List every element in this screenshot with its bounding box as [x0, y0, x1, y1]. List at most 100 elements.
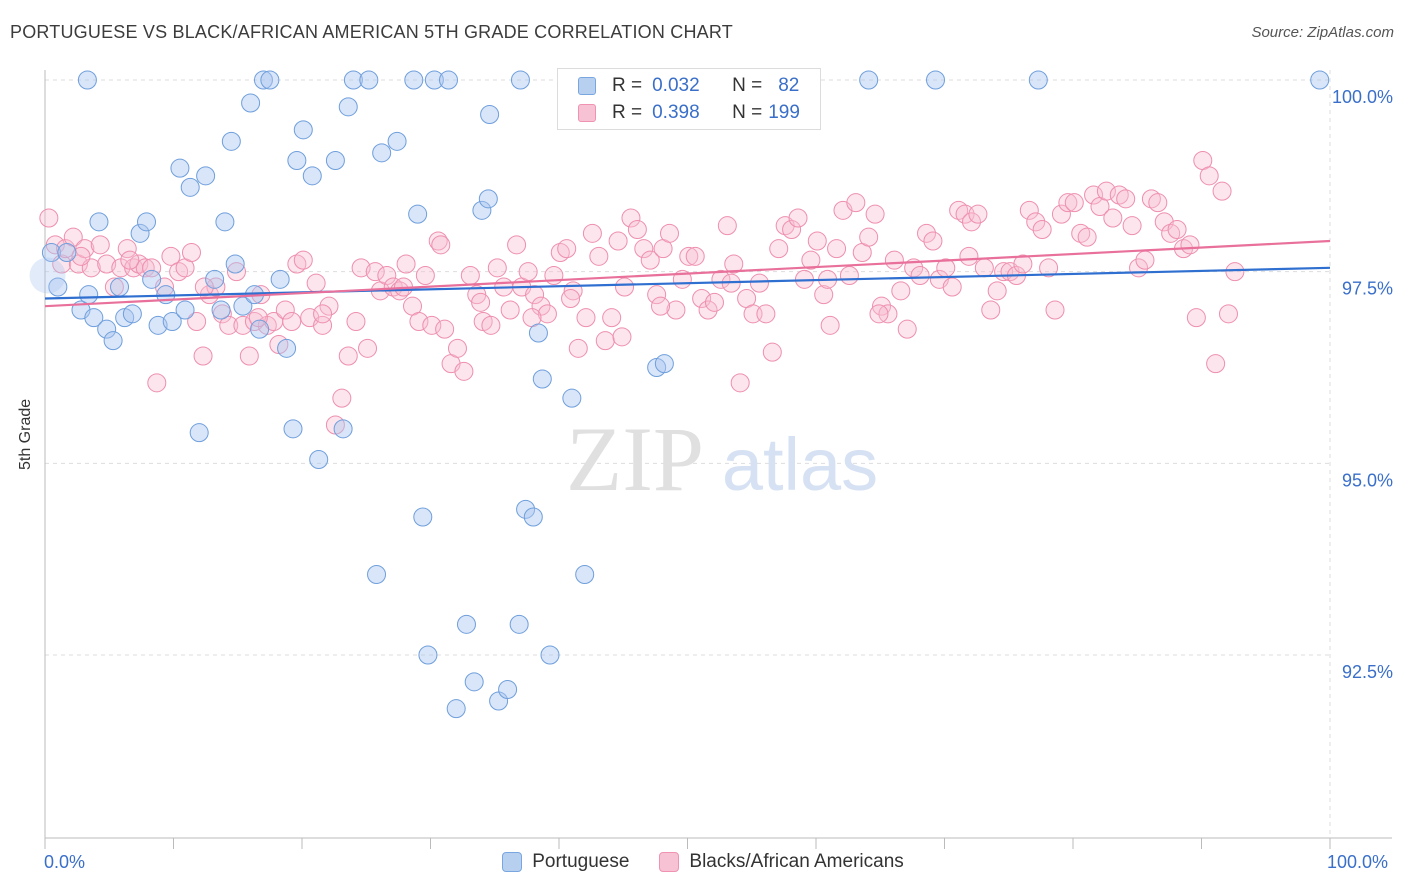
data-point — [196, 166, 216, 186]
data-point — [325, 151, 345, 170]
data-point — [460, 266, 480, 285]
data-point — [293, 250, 313, 270]
legend-label-portuguese: Portuguese — [532, 851, 630, 872]
data-point — [446, 699, 466, 719]
legend-swatch-blacks — [578, 104, 596, 122]
trend-line-1 — [44, 239, 1331, 308]
data-point — [306, 273, 326, 293]
data-point — [544, 266, 564, 285]
data-point — [471, 292, 491, 312]
legend-r-value: 0.032 — [652, 75, 700, 96]
data-point — [974, 258, 994, 278]
data-point — [193, 346, 213, 366]
data-point — [181, 243, 201, 262]
data-point — [90, 235, 110, 255]
trend-line-0 — [44, 266, 1331, 300]
data-point — [480, 105, 500, 124]
data-point — [89, 212, 109, 232]
chart-title: PORTUGUESE VS BLACK/AFRICAN AMERICAN 5TH… — [10, 22, 733, 42]
data-point — [807, 231, 827, 251]
data-point — [137, 212, 157, 232]
series-blacks-african-americans — [39, 151, 1245, 435]
data-point — [1148, 193, 1168, 213]
data-point — [640, 250, 660, 270]
data-point — [987, 281, 1007, 301]
data-point — [332, 388, 352, 408]
data-point — [724, 254, 744, 274]
data-point — [250, 319, 270, 339]
data-point — [481, 315, 501, 335]
data-point — [413, 507, 433, 527]
data-point — [562, 388, 582, 408]
data-point — [211, 300, 231, 320]
legend-n-label: N = — [732, 102, 763, 123]
data-point — [313, 315, 333, 335]
data-point — [516, 499, 536, 519]
data-point — [869, 304, 889, 324]
y-tick-labels: 100.0% 97.5% 95.0% 92.5% — [1332, 87, 1393, 682]
data-point — [1167, 220, 1187, 239]
x-tick-label-max: 100.0% — [1327, 852, 1389, 872]
data-point — [557, 239, 577, 259]
data-point — [1077, 227, 1097, 247]
data-point — [1206, 354, 1226, 374]
data-point — [309, 450, 329, 469]
data-point — [226, 262, 246, 282]
data-point — [730, 373, 750, 393]
data-point — [839, 266, 859, 285]
data-point — [359, 70, 379, 90]
trend-lines — [44, 239, 1331, 308]
data-point — [277, 338, 297, 358]
data-point — [1026, 212, 1046, 232]
data-point — [865, 204, 885, 224]
data-point — [1019, 200, 1039, 220]
legend-r-value: 0.398 — [652, 102, 700, 123]
data-point — [135, 258, 155, 278]
data-point — [615, 277, 635, 297]
data-point — [1045, 300, 1065, 320]
data-point — [1180, 235, 1200, 255]
data-point — [147, 373, 167, 393]
data-point — [540, 645, 560, 665]
data-point — [377, 266, 397, 285]
data-point — [621, 208, 641, 228]
data-point — [891, 281, 911, 301]
data-point — [634, 239, 654, 259]
data-point — [221, 131, 241, 151]
data-point — [396, 254, 416, 274]
data-point — [1218, 304, 1238, 324]
data-point — [253, 70, 273, 90]
data-point — [372, 143, 392, 163]
x-tick-label-min: 0.0% — [44, 852, 86, 872]
data-point — [187, 312, 207, 331]
data-point — [180, 177, 200, 197]
legend-item-blacks[interactable]: Blacks/African Americans — [659, 851, 904, 873]
data-point — [241, 93, 261, 113]
chart-source: Source: ZipAtlas.com — [1251, 24, 1394, 41]
data-point — [194, 277, 214, 297]
data-point — [589, 246, 609, 266]
data-point — [302, 166, 322, 186]
y-tick-label-3: 92.5% — [1342, 662, 1393, 682]
data-point — [148, 315, 168, 335]
data-point — [84, 308, 104, 328]
data-point — [537, 304, 557, 324]
data-point — [612, 327, 632, 347]
data-point — [338, 346, 358, 366]
data-point — [602, 308, 622, 328]
watermark-zip: ZIP — [566, 408, 704, 510]
legend-item-portuguese[interactable]: Portuguese — [502, 851, 629, 873]
data-point — [532, 369, 552, 389]
legend-row-portuguese: R = 0.032 N = 82 — [578, 74, 799, 98]
data-point — [762, 342, 782, 362]
data-point — [77, 70, 97, 90]
data-point — [827, 239, 847, 259]
data-point — [472, 200, 492, 220]
data-point — [568, 338, 588, 358]
data-point — [1064, 193, 1084, 213]
data-point — [1051, 204, 1071, 224]
data-point — [283, 419, 303, 439]
data-point — [859, 70, 879, 90]
data-point — [478, 189, 498, 209]
data-point — [528, 323, 548, 343]
